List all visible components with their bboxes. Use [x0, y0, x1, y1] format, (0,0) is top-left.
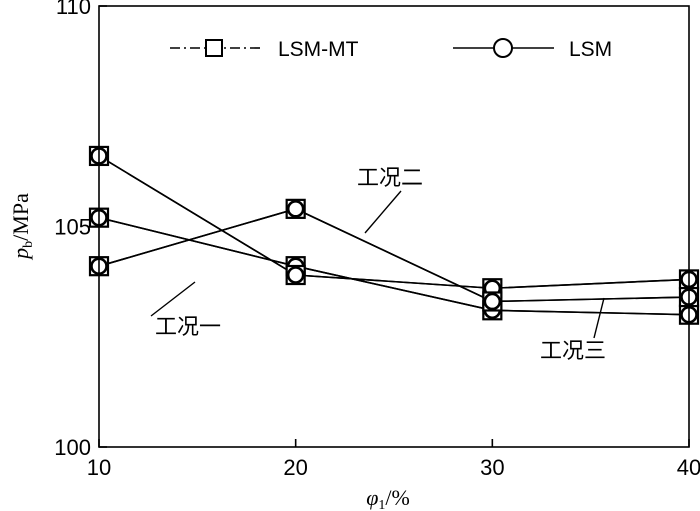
- x-axis-label: φ1/%: [366, 485, 410, 511]
- marker-circle: [286, 200, 305, 218]
- marker-circle: [483, 292, 502, 311]
- series-line-lsm-3: [98, 208, 690, 303]
- annotation-label: 工况一: [155, 315, 221, 340]
- plot-frame: [98, 5, 690, 448]
- x-tick-label: 40: [677, 455, 700, 480]
- annotation-leader: [593, 297, 605, 339]
- annotation-label: 工况三: [540, 339, 606, 364]
- y-tick-label: 100: [54, 435, 91, 460]
- x-tick-label: 30: [480, 455, 504, 480]
- legend-label-lsm-mt: LSM-MT: [278, 38, 359, 61]
- axis-ticks: 10 20 30 40 100 105 110: [54, 0, 700, 480]
- legend-marker-circle: [493, 38, 513, 58]
- series-line-lsm-mt-1: [98, 216, 690, 316]
- y-tick-label: 105: [54, 215, 91, 240]
- series-line-lsm-2: [98, 155, 690, 290]
- series-line-lsm-1: [98, 216, 690, 316]
- series-markers: [88, 145, 700, 325]
- marker-circle: [286, 266, 305, 284]
- legend: LSM-MT LSM: [170, 38, 612, 61]
- annotation-label: 工况二: [357, 166, 423, 191]
- series-lines: [98, 155, 690, 316]
- y-tick-label: 110: [56, 0, 91, 19]
- y-axis-label: pb/MPa: [8, 193, 36, 261]
- x-tick-label: 20: [283, 455, 307, 480]
- x-tick-label: 10: [87, 455, 111, 480]
- annotation-leader: [364, 190, 402, 234]
- legend-label-lsm: LSM: [569, 38, 612, 61]
- legend-marker-square: [205, 39, 223, 57]
- annotation-leader: [150, 281, 196, 317]
